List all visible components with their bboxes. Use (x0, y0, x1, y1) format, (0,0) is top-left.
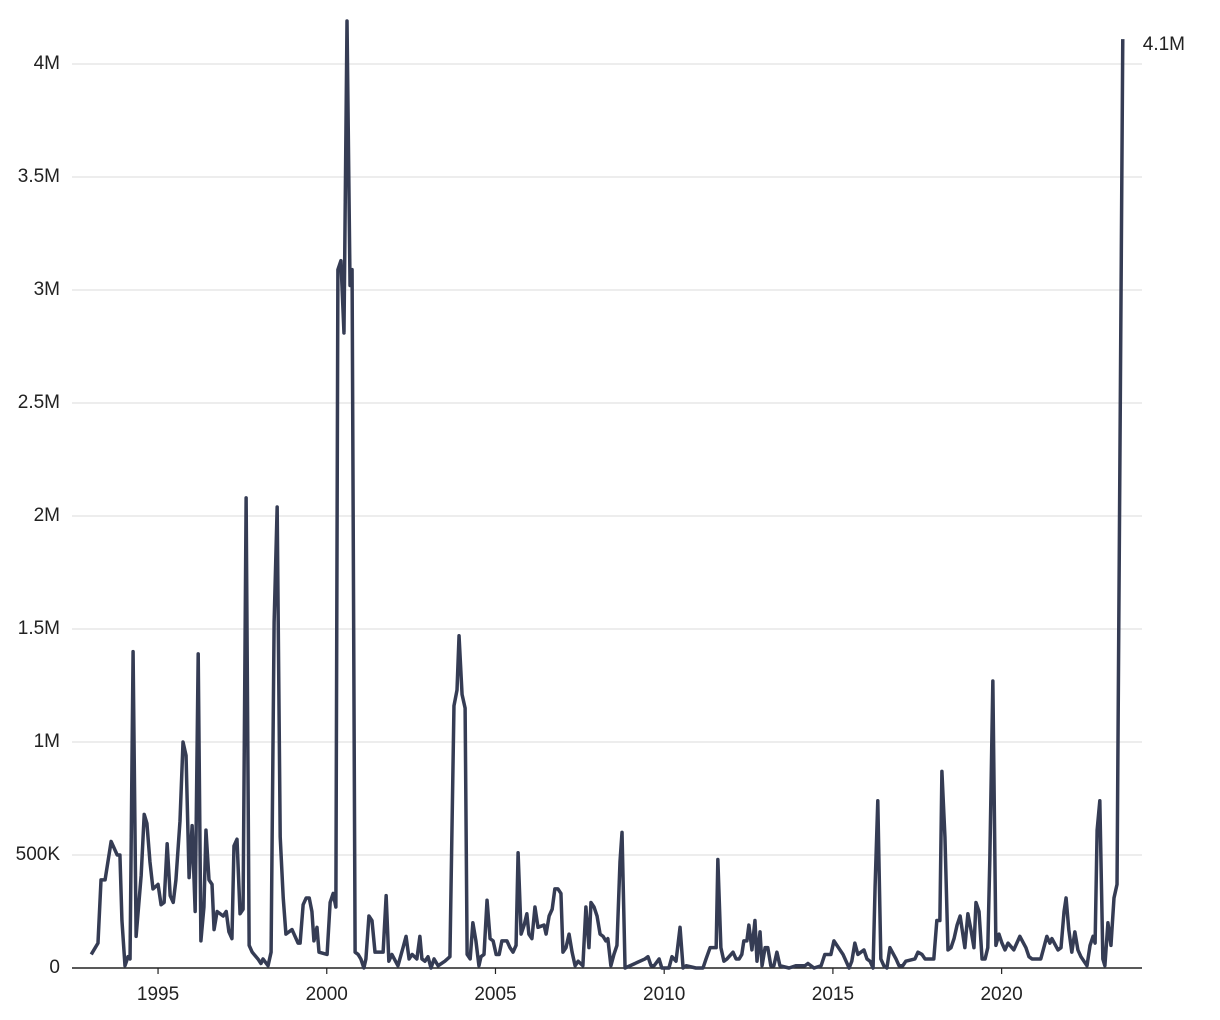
x-tick-label: 2000 (306, 984, 348, 1005)
x-tick-label: 1995 (137, 984, 179, 1005)
x-tick-label: 2005 (474, 984, 516, 1005)
y-tick-label: 1.5M (18, 618, 60, 639)
y-tick-label: 1M (34, 731, 60, 752)
x-tick-label: 2015 (812, 984, 854, 1005)
y-tick-label: 0 (49, 957, 60, 978)
y-tick-label: 3.5M (18, 166, 60, 187)
y-tick-label: 3M (34, 279, 60, 300)
y-tick-label: 2.5M (18, 392, 60, 413)
y-tick-label: 500K (16, 844, 61, 865)
end-label: 4.1M (1143, 34, 1185, 55)
data-line (89, 19, 1125, 970)
y-tick-label: 4M (34, 53, 60, 74)
y-tick-label: 2M (34, 505, 60, 526)
x-tick-label: 2010 (643, 984, 685, 1005)
x-tick-label: 2020 (980, 984, 1022, 1005)
